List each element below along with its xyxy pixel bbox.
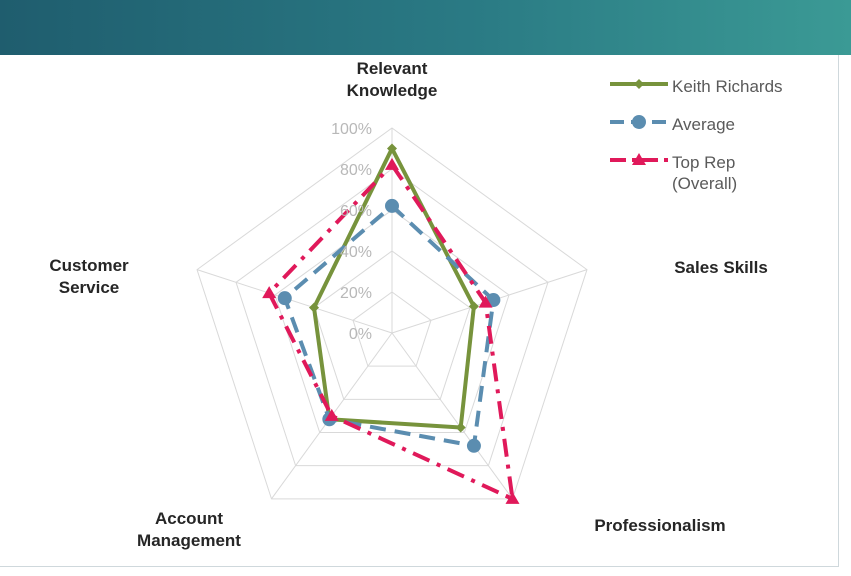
point-keith-richards-customer-service: [309, 302, 320, 313]
point-average-professionalism: [466, 438, 481, 453]
legend-label-keith-richards: Keith Richards: [672, 77, 783, 96]
point-top-rep-overall-professionalism: [505, 491, 520, 504]
point-top-rep-overall-relevant-knowledge: [385, 157, 399, 170]
radar-series: [262, 143, 520, 504]
point-keith-richards-sales-skills: [468, 301, 479, 312]
grid-ring-1: [352, 291, 432, 367]
point-average-relevant-knowledge: [385, 198, 399, 213]
axis-title-relevant-knowledge: Relevant Knowledge: [347, 59, 438, 100]
legend-label-average: Average: [672, 115, 736, 134]
grid-spoke-customer-service: [196, 269, 393, 334]
legend-swatch-keith-richards: [610, 79, 668, 89]
legend-swatch-average: [610, 115, 668, 129]
series-line-keith-richards: [312, 146, 476, 430]
point-top-rep-overall-customer-service: [262, 286, 277, 299]
point-keith-richards-professionalism: [455, 422, 466, 433]
radial-ticks: 0% 20% 40% 60% 80% 100%: [331, 121, 372, 343]
legend-item-keith-richards: Keith Richards: [608, 72, 843, 110]
series-line-average: [282, 203, 496, 448]
point-top-rep-overall-sales-skills: [478, 295, 493, 308]
legend-item-average: Average: [608, 110, 843, 148]
grid-ring-2: [313, 250, 471, 400]
tick-label-100-5: 100%: [331, 121, 372, 138]
legend: Keith Richards Average Top Rep (Overall): [608, 72, 843, 198]
axis-titles: Relevant Knowledge Sales Skills Professiona…: [49, 59, 767, 550]
axis-title-sales-skills: Sales Skills: [674, 258, 768, 277]
point-keith-richards-relevant-knowledge: [387, 143, 397, 154]
header-band: [0, 0, 851, 55]
grid-ring-3: [274, 209, 510, 434]
legend-label-top-rep: Top Rep (Overall): [672, 153, 738, 193]
radar-grid: [196, 127, 588, 500]
grid-ring-5: [196, 127, 588, 500]
grid-ring-4: [235, 168, 549, 467]
tick-label-0-0: 0%: [349, 326, 372, 343]
tick-label-40-2: 40%: [340, 244, 372, 261]
tick-label-60-3: 60%: [340, 203, 372, 220]
point-average-customer-service: [277, 291, 292, 306]
axis-title-customer-service: Customer Service: [49, 256, 129, 297]
series-line-top-rep-overall: [267, 162, 515, 501]
series-keith-richards: [309, 143, 479, 433]
point-top-rep-overall-account-management: [324, 408, 339, 421]
series-top-rep-overall: [262, 157, 520, 504]
series-average: [277, 198, 501, 453]
grid-spoke-professionalism: [391, 332, 513, 500]
tick-label-80-4: 80%: [340, 162, 372, 179]
axis-title-professionalism: Professionalism: [594, 516, 725, 535]
chart-frame: 0% 20% 40% 60% 80% 100% Relevant Knowledge Sale…: [0, 55, 839, 567]
radar-chart: 0% 20% 40% 60% 80% 100% Relevant Knowledge Sale…: [49, 59, 767, 550]
tick-label-20-1: 20%: [340, 285, 372, 302]
legend-swatch-top-rep: [610, 153, 668, 165]
legend-item-top-rep: Top Rep (Overall): [608, 148, 843, 198]
axis-title-account-management: Account Management: [137, 509, 241, 550]
